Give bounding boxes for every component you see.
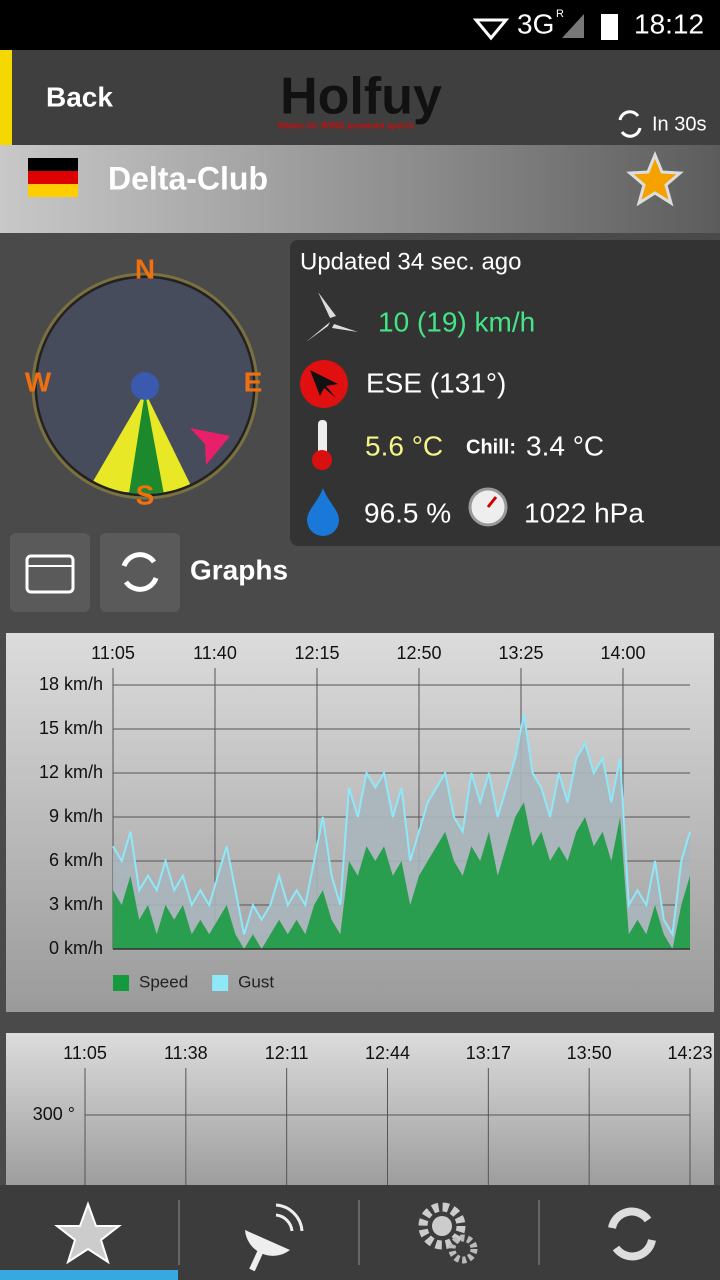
window-icon	[25, 554, 75, 594]
dish-icon	[249, 1246, 265, 1272]
x-tick-label: 13:17	[466, 1043, 511, 1063]
settings-tab[interactable]	[418, 1202, 478, 1264]
x-tick-label: 12:50	[396, 643, 441, 663]
favorites-tab[interactable]	[54, 1201, 122, 1265]
battery-icon	[601, 14, 618, 40]
y-tick-label: 300 °	[33, 1104, 75, 1124]
x-tick-label: 13:25	[498, 643, 543, 663]
signal-icon	[562, 14, 584, 38]
legend-label: Speed	[139, 972, 188, 991]
legend-swatch	[212, 975, 229, 991]
graphs-label: Graphs	[190, 554, 288, 585]
clock: 18:12	[634, 8, 704, 39]
series-line	[112, 714, 691, 938]
y-tick-label: 15 km/h	[39, 718, 103, 738]
refresh-icon	[618, 110, 642, 138]
flag	[28, 184, 78, 197]
direction-icon-arrow	[310, 370, 338, 398]
pressure: 1022 hPa	[524, 497, 644, 528]
dish-icon	[245, 1230, 290, 1256]
y-tick-label: 6 km/h	[49, 850, 103, 870]
series-area	[113, 802, 690, 949]
y-tick-label: 18 km/h	[39, 674, 103, 694]
y-tick-label: 0 km/h	[49, 938, 103, 958]
x-tick-label: 12:44	[365, 1043, 410, 1063]
y-tick-label: 3 km/h	[49, 894, 103, 914]
thermometer-icon	[318, 420, 327, 458]
refresh-tab[interactable]	[608, 1207, 656, 1261]
humidity-icon	[307, 488, 339, 536]
wifi-icon	[472, 18, 510, 41]
station-name: Delta-Club	[108, 160, 268, 196]
reload-icon	[121, 552, 159, 592]
wind-direction: ESE (131°)	[366, 367, 506, 398]
conditions-panel	[290, 240, 720, 546]
gear-icon	[418, 1202, 466, 1250]
legend-swatch	[113, 975, 129, 991]
reload-button[interactable]	[100, 533, 180, 612]
compass-center	[131, 372, 159, 400]
wind-icon	[306, 292, 358, 342]
header	[0, 50, 720, 145]
x-tick-label: 11:05	[91, 643, 135, 663]
refresh-countdown: In 30s	[652, 113, 706, 135]
compass-label: N	[135, 253, 155, 284]
flag	[28, 171, 78, 184]
thermometer-bulb	[312, 450, 332, 470]
charts: 11:05 11:40 12:15 12:50 13:25 14:00 0 km/h 3 km…	[33, 643, 713, 1185]
y-tick-label: 12 km/h	[39, 762, 103, 782]
humidity: 96.5 %	[364, 497, 451, 528]
direction-arrow	[190, 428, 230, 465]
network: 3G	[517, 8, 554, 39]
compass-label: S	[136, 479, 155, 510]
flag	[28, 158, 78, 171]
accent-bar	[0, 50, 12, 145]
x-tick-label: 12:15	[294, 643, 339, 663]
compass-label: E	[244, 366, 263, 397]
x-tick-label: 11:05	[63, 1043, 107, 1063]
x-tick-label: 14:23	[667, 1043, 712, 1063]
wind-speed: 10 (19) km/h	[378, 306, 535, 337]
x-tick-label: 12:11	[265, 1043, 309, 1063]
window-button[interactable]	[10, 533, 90, 612]
status-bar	[0, 0, 720, 50]
favorite-star[interactable]	[626, 151, 684, 207]
logo-tagline: Meteo for WIND powered sports	[278, 120, 415, 130]
back-button[interactable]: Back	[46, 81, 113, 112]
active-tab-indicator	[0, 1270, 178, 1280]
temperature: 5.6 °C	[365, 430, 443, 461]
logo: Holfuy	[280, 68, 442, 126]
y-tick-label: 9 km/h	[49, 806, 103, 826]
direction-chart-panel	[6, 1033, 714, 1193]
updated: Updated 34 sec. ago	[300, 248, 522, 275]
wind-cone-core	[128, 392, 165, 494]
x-tick-label: 11:38	[164, 1043, 208, 1063]
wind-chill: 3.4 °C	[526, 430, 604, 461]
gear-icon	[448, 1234, 478, 1264]
pressure-needle	[486, 496, 498, 508]
dish-icon	[275, 1203, 304, 1232]
roaming: R	[556, 8, 564, 20]
station-bar	[0, 145, 720, 233]
stations-tab[interactable]	[245, 1203, 304, 1272]
legend-label: Gust	[238, 972, 274, 991]
gear-icon	[432, 1216, 452, 1236]
x-tick-label: 14:00	[600, 643, 645, 663]
x-tick-label: 11:40	[193, 643, 237, 663]
compass-label: W	[25, 366, 52, 397]
x-tick-label: 13:50	[567, 1043, 612, 1063]
chill-label: Chill:	[466, 436, 516, 458]
